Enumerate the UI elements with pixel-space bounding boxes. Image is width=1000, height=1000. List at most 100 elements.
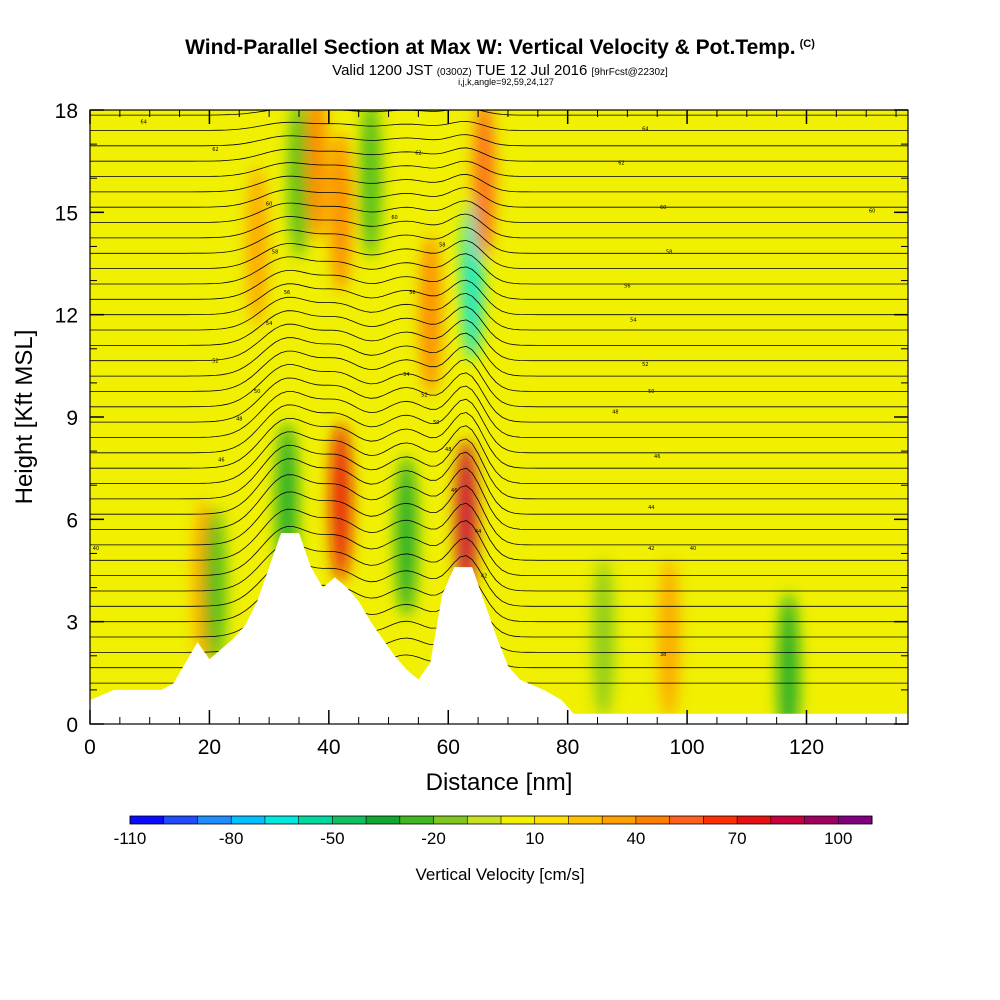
x-axis: 0 20 40 60 80 100 120: [84, 110, 897, 759]
chart-title-text: Wind-Parallel Section at Max W: Vertical…: [185, 36, 796, 59]
theta-line-18: [90, 359, 908, 408]
theta-line-36: [90, 120, 908, 131]
theta-label-4: 56: [284, 290, 290, 296]
theta-line-19: [90, 345, 908, 392]
colorbar-tick-label-1: -80: [219, 829, 244, 848]
y-tick-label-2: 6: [66, 509, 78, 532]
colorbar-swatch-2: [197, 816, 232, 824]
theta-label-27: 54: [630, 317, 636, 323]
theta-label-3: 58: [272, 249, 278, 255]
colorbar-swatch-8: [399, 816, 435, 824]
colorbar-swatch-13: [568, 816, 603, 824]
colorbar-tick-label-0: -110: [114, 829, 147, 848]
y-tick-label-3: 9: [66, 407, 78, 430]
theta-label-20: 44: [475, 529, 481, 535]
colorbar-swatch-14: [602, 816, 637, 824]
theta-label-18: 48: [445, 447, 451, 453]
colorbar-tick-label-5: 40: [626, 829, 645, 848]
theta-line-3: [90, 590, 908, 638]
theta-line-9: [90, 485, 908, 546]
theta-label-17: 50: [433, 420, 439, 426]
theta-label-24: 60: [660, 205, 666, 211]
theta-labels: 64 62 60 58 56 54 52 50 48 46 40 62 60 58 56 54 52 50 48 46…: [93, 120, 876, 658]
theta-label-21: 42: [481, 573, 487, 579]
y-tick-label-1: 3: [66, 612, 78, 635]
x-tick-label-5: 100: [670, 736, 705, 759]
x-tick-label-1: 20: [198, 736, 221, 759]
theta-line-5: [90, 555, 908, 607]
theta-label-28: 52: [642, 362, 648, 368]
colorbar-swatch-15: [635, 816, 671, 824]
x-tick-label-2: 40: [317, 736, 340, 759]
colorbar-swatch-11: [501, 816, 536, 824]
subtitle-date: TUE 12 Jul 2016: [475, 62, 588, 79]
theta-line-26: [90, 253, 908, 285]
colorbar-swatch-4: [264, 816, 300, 824]
theta-line-13: [90, 425, 908, 484]
subtitle-utc: (0300Z): [436, 67, 472, 78]
params-line: i,j,k,angle=92,59,24,127: [458, 77, 554, 87]
theta-label-0: 64: [141, 120, 147, 126]
theta-label-14: 56: [409, 290, 415, 296]
colorbar-title: Vertical Velocity [cm/s]: [415, 865, 584, 884]
theta-line-21: [90, 319, 908, 362]
theta-line-16: [90, 385, 908, 438]
x-tick-label-4: 80: [556, 736, 579, 759]
colorbar-swatch-6: [332, 816, 367, 824]
theta-label-12: 60: [391, 215, 397, 221]
theta-label-11: 62: [415, 150, 421, 156]
theta-label-35: 38: [660, 652, 666, 658]
colorbar-swatch-10: [467, 816, 502, 824]
colorbar-swatch-3: [231, 816, 266, 824]
theta-label-2: 60: [266, 202, 272, 208]
colorbar-tick-label-6: 70: [728, 829, 747, 848]
theta-label-19: 46: [451, 488, 457, 494]
colorbar-swatch-17: [703, 816, 738, 824]
theta-line-31: [90, 187, 908, 208]
subtitle-forecast: [9hrFcst@2230z]: [591, 67, 668, 78]
theta-label-33: 42: [648, 546, 654, 552]
theta-line-15: [90, 398, 908, 454]
y-axis-title: Height [Kft MSL]: [11, 330, 38, 505]
colorbar-swatch-5: [298, 816, 333, 824]
theta-line-24: [90, 279, 908, 316]
chart-title: Wind-Parallel Section at Max W: Vertical…: [0, 36, 1000, 60]
vv-feature-7: [329, 132, 352, 293]
theta-line-28: [90, 226, 908, 254]
plot-area: 64 62 60 58 56 54 52 50 48 46 40 62 60 58 56 54 52 50 48 46…: [90, 110, 908, 724]
theta-line-23: [90, 292, 908, 331]
theta-line-30: [90, 200, 908, 223]
theta-line-11: [90, 451, 908, 515]
theta-label-29: 50: [648, 389, 654, 395]
theta-label-10: 40: [93, 546, 99, 552]
y-tick-label-6: 18: [55, 100, 78, 123]
theta-label-6: 52: [212, 358, 218, 364]
y-tick-label-4: 12: [55, 305, 78, 328]
vv-feature-16: [777, 592, 800, 724]
vv-feature-9: [395, 456, 418, 617]
theta-line-10: [90, 467, 908, 530]
theta-line-14: [90, 412, 908, 469]
vv-field: [192, 110, 800, 724]
theta-label-8: 48: [236, 416, 242, 422]
vv-feature-10: [419, 234, 442, 395]
theta-line-7: [90, 520, 908, 576]
theta-label-23: 62: [618, 161, 624, 167]
vv-feature-4: [287, 110, 310, 259]
colorbar-swatch-9: [433, 816, 468, 824]
x-axis-title: Distance [nm]: [426, 769, 573, 796]
colorbar-swatch-19: [770, 816, 806, 824]
theta-line-4: [90, 572, 908, 623]
theta-label-13: 58: [439, 242, 445, 248]
theta-line-33: [90, 160, 908, 177]
subtitle-valid: Valid 1200 JST: [332, 62, 433, 79]
theta-label-25: 58: [666, 249, 672, 255]
theta-line-12: [90, 438, 908, 500]
theta-label-9: 46: [218, 457, 224, 463]
theta-line-20: [90, 332, 908, 377]
theta-line-32: [90, 173, 908, 193]
theta-label-34: 40: [690, 546, 696, 552]
vv-feature-2: [246, 166, 269, 327]
y-tick-label-5: 15: [55, 202, 78, 225]
theta-label-30: 48: [612, 410, 618, 416]
